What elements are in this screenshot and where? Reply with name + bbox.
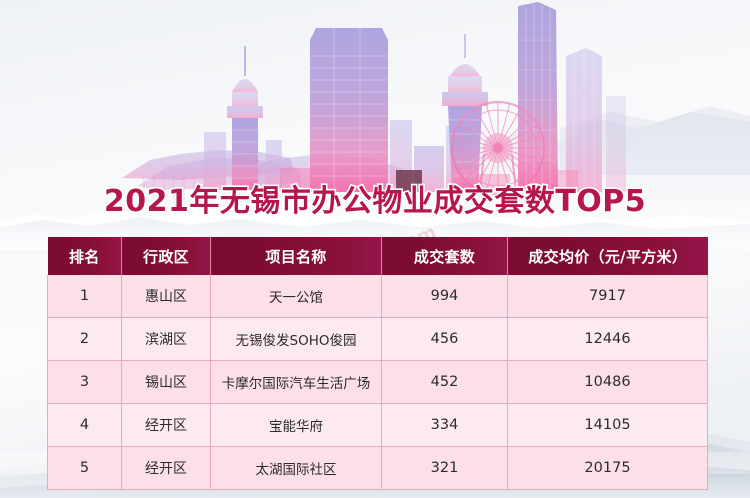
- table-row: 3 锡山区 卡摩尔国际汽车生活广场 452 10486: [47, 360, 708, 404]
- cell-avgprice: 14105: [507, 403, 708, 447]
- column-header-rank: 排名: [47, 237, 122, 275]
- tower-crown: [442, 34, 488, 192]
- tower-tallest: [518, 2, 558, 192]
- cell-project: 卡摩尔国际汽车生活广场: [210, 360, 382, 404]
- table-row: 2 滨湖区 无锡俊发SOHO俊园 456 12446: [47, 317, 708, 361]
- watercolor-city-skyline: [122, 2, 626, 200]
- table-row: 4 经开区 宝能华府 334 14105: [47, 403, 708, 447]
- column-header-avgprice: 成交均价（元/平方米）: [507, 237, 708, 275]
- cell-avgprice: 7917: [507, 275, 708, 318]
- table-row: 1 惠山区 天一公馆 994 7917: [47, 275, 708, 318]
- cell-count: 321: [381, 446, 508, 490]
- cell-count: 456: [381, 317, 508, 361]
- cell-count: 452: [381, 360, 508, 404]
- table-row: 5 经开区 太湖国际社区 321 20175: [47, 446, 708, 490]
- spire-tower: [227, 46, 263, 190]
- cell-district: 锡山区: [121, 360, 211, 404]
- cell-count: 994: [381, 275, 508, 318]
- cell-rank: 3: [47, 360, 122, 404]
- cell-district: 经开区: [121, 403, 211, 447]
- cell-rank: 1: [47, 275, 122, 318]
- column-header-district: 行政区: [121, 237, 211, 275]
- ranking-table-wrap: 排名 行政区 项目名称 成交套数 成交均价（元/平方米） 1 惠山区 天一公馆 …: [47, 237, 708, 490]
- table-header: 排名 行政区 项目名称 成交套数 成交均价（元/平方米）: [47, 237, 708, 275]
- cell-project: 无锡俊发SOHO俊园: [210, 317, 382, 361]
- cell-project: 宝能华府: [210, 403, 382, 447]
- table-body: 1 惠山区 天一公馆 994 7917 2 滨湖区 无锡俊发SOHO俊园 456…: [47, 275, 708, 490]
- column-header-project: 项目名称: [210, 237, 382, 275]
- cell-district: 经开区: [121, 446, 211, 490]
- cell-avgprice: 10486: [507, 360, 708, 404]
- table-header-row: 排名 行政区 项目名称 成交套数 成交均价（元/平方米）: [47, 237, 708, 275]
- cell-avgprice: 20175: [507, 446, 708, 490]
- cell-rank: 2: [47, 317, 122, 361]
- page-title: 2021年无锡市办公物业成交套数TOP5: [102, 182, 647, 220]
- page-title-wrap: 2021年无锡市办公物业成交套数TOP5: [0, 176, 750, 220]
- cell-rank: 4: [47, 403, 122, 447]
- cell-project: 太湖国际社区: [210, 446, 382, 490]
- column-header-count: 成交套数: [381, 237, 508, 275]
- cell-project: 天一公馆: [210, 275, 382, 318]
- ranking-table: 排名 行政区 项目名称 成交套数 成交均价（元/平方米） 1 惠山区 天一公馆 …: [47, 237, 708, 490]
- cell-rank: 5: [47, 446, 122, 490]
- cell-district: 滨湖区: [121, 317, 211, 361]
- tower-right-pale: [566, 48, 602, 192]
- tower-center-tall: [310, 28, 388, 192]
- cell-count: 334: [381, 403, 508, 447]
- cell-district: 惠山区: [121, 275, 211, 318]
- cell-avgprice: 12446: [507, 317, 708, 361]
